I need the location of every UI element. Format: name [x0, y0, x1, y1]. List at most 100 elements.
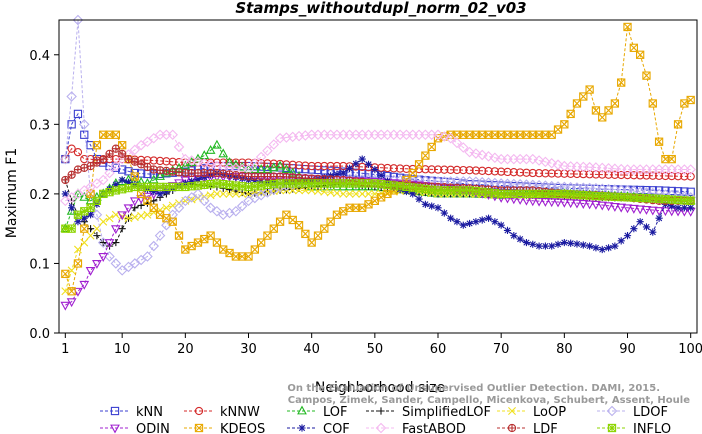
- data-point-loop: [124, 214, 133, 223]
- data-point-kdeos: [294, 221, 304, 230]
- data-point-cof: [61, 190, 69, 198]
- data-point-cof: [352, 160, 360, 168]
- data-point-knnw: [610, 170, 620, 179]
- data-point-ldof: [186, 192, 197, 203]
- data-point-inflo: [206, 180, 215, 189]
- y-tick-label: 0.3: [29, 118, 50, 133]
- data-point-ldof: [116, 265, 128, 276]
- data-point-fastabod: [91, 178, 103, 189]
- data-point-ldf: [92, 158, 102, 167]
- data-point-knnw: [206, 158, 215, 167]
- data-point-knnw: [503, 167, 512, 177]
- data-point-knn: [111, 163, 121, 172]
- data-point-knnw: [598, 170, 607, 179]
- data-point-cof: [124, 178, 133, 186]
- data-point-loop: [105, 214, 114, 223]
- data-point-knnw: [294, 161, 304, 170]
- data-point-loop: [288, 186, 297, 195]
- data-point-kdeos: [667, 154, 676, 164]
- data-point-fastabod: [489, 152, 501, 163]
- data-point-knn: [389, 172, 398, 182]
- data-point-inflo: [111, 186, 121, 195]
- data-point-fastabod: [470, 148, 482, 159]
- data-point-loop: [358, 189, 367, 198]
- legend-swatch-marker: [297, 405, 307, 415]
- data-point-cof: [510, 232, 518, 240]
- data-point-knn: [118, 165, 127, 174]
- data-point-kdeos: [421, 151, 430, 160]
- data-point-knnw: [509, 168, 518, 177]
- data-point-lof: [281, 164, 292, 173]
- legend-label: LOF: [323, 405, 348, 420]
- data-point-kdeos: [92, 141, 102, 150]
- data-point-knnw: [67, 144, 76, 153]
- data-point-cof: [541, 242, 549, 250]
- data-point-loop: [231, 189, 240, 198]
- data-point-cof: [345, 164, 354, 172]
- data-point-knnw: [263, 159, 272, 168]
- data-point-inflo: [200, 180, 209, 189]
- data-point-fastabod: [199, 158, 210, 169]
- data-point-inflo: [238, 182, 247, 191]
- data-point-ldof: [192, 188, 204, 200]
- x-axis-label: Neighborhood size: [315, 380, 445, 396]
- data-point-odin: [104, 239, 115, 249]
- legend-label: COF: [323, 422, 350, 434]
- data-point-odin: [572, 199, 582, 209]
- data-point-knnw: [591, 170, 601, 179]
- data-point-knn: [73, 109, 83, 119]
- data-point-loop: [99, 217, 108, 226]
- data-point-inflo: [395, 182, 405, 191]
- x-tick-label: 20: [177, 342, 194, 357]
- data-point-cof: [484, 214, 493, 222]
- data-point-cof: [188, 177, 196, 185]
- data-point-ldof: [167, 209, 178, 221]
- data-point-inflo: [181, 182, 190, 192]
- data-point-knnw: [490, 167, 500, 176]
- data-point-loop: [351, 189, 360, 198]
- data-point-loop: [143, 210, 152, 219]
- data-point-cof: [636, 218, 644, 226]
- data-point-fastabod: [255, 151, 267, 163]
- data-point-odin: [92, 260, 102, 269]
- series-line-fastabod: [65, 134, 691, 202]
- data-point-kdeos: [288, 215, 297, 225]
- data-point-knnw: [326, 161, 335, 171]
- data-point-cof: [642, 223, 651, 231]
- data-point-knnw: [427, 165, 436, 174]
- data-point-knnw: [320, 161, 329, 171]
- data-point-knnw: [402, 164, 411, 173]
- data-point-fastabod: [85, 181, 96, 193]
- data-point-odin: [79, 280, 90, 290]
- data-point-kdeos: [174, 231, 184, 240]
- data-point-inflo: [118, 185, 127, 194]
- data-point-kdeos: [585, 85, 594, 94]
- data-point-loop: [320, 187, 329, 196]
- data-point-fastabod: [249, 158, 261, 169]
- data-point-loop: [364, 189, 373, 198]
- data-point-ldof: [148, 240, 160, 252]
- axes: 1 10 20 30 40 50 60 70 80 90 100 0.0 0.1 0.2 0.3 0.4: [29, 19, 702, 357]
- data-point-inflo: [421, 184, 430, 194]
- data-point-kdeos: [414, 160, 424, 169]
- data-point-knnw: [162, 157, 171, 166]
- y-tick-label: 0.2: [29, 188, 50, 203]
- data-point-ldof: [142, 251, 153, 262]
- x-tick-label: 40: [303, 342, 320, 357]
- data-point-knnw: [686, 172, 695, 181]
- watermark-line-2: On the Evaluation of Unsupervised Outlie…: [287, 383, 660, 394]
- data-point-loop: [137, 211, 146, 220]
- data-point-cof: [529, 240, 537, 248]
- watermark-line-1: Campos, Zimek, Sander, Campello, Micenko…: [288, 395, 690, 406]
- data-point-odin: [647, 206, 658, 216]
- data-point-cof: [516, 235, 524, 243]
- y-tick-label: 0.4: [29, 49, 50, 64]
- data-point-cof: [156, 190, 164, 198]
- data-point-inflo: [383, 180, 392, 189]
- data-point-fastabod: [186, 155, 197, 166]
- data-point-ldf: [86, 161, 95, 171]
- data-point-knnw: [307, 161, 316, 171]
- data-point-lof: [275, 160, 285, 170]
- data-point-knnw: [256, 158, 266, 168]
- data-point-knnw: [617, 170, 626, 180]
